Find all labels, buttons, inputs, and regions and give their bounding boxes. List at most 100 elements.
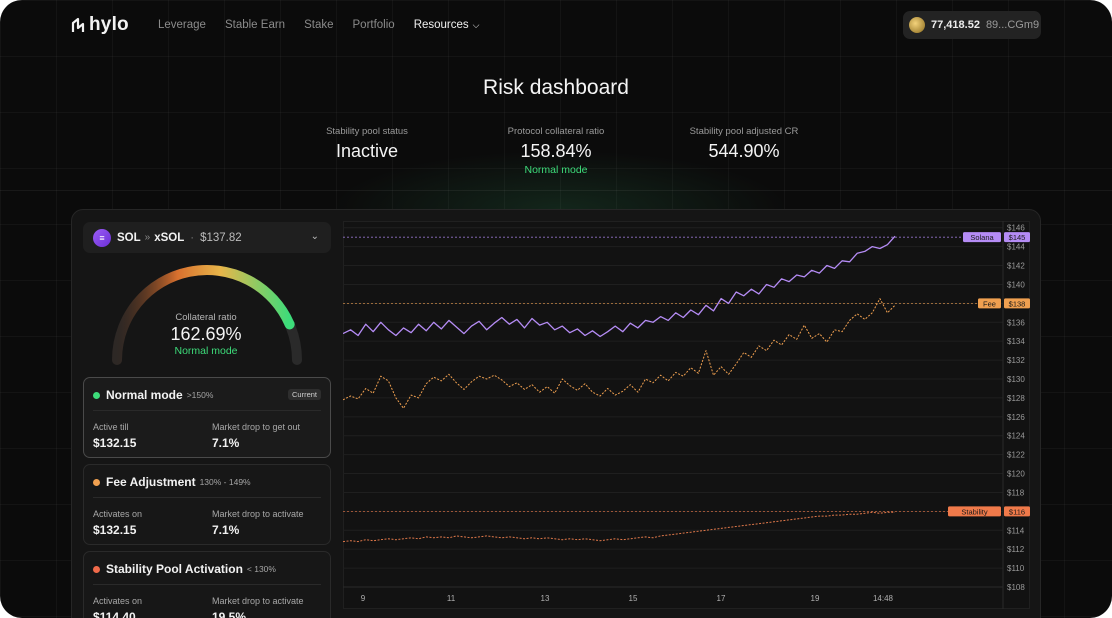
y-tick-label: $132 xyxy=(1007,356,1025,365)
mode-left-value: $132.15 xyxy=(93,523,137,537)
main-nav: Leverage Stable Earn Stake Portfolio Res… xyxy=(158,19,498,31)
mode-card-header: Normal mode >150% xyxy=(93,388,213,402)
stat-label: Protocol collateral ratio xyxy=(507,126,605,137)
status-dot-icon xyxy=(93,391,100,399)
y-tick-label: $118 xyxy=(1007,488,1025,497)
mode-right-label: Market drop to activate xyxy=(212,596,304,606)
mode-range: < 130% xyxy=(246,564,276,574)
mode-range: >150% xyxy=(186,390,214,400)
reference-value-tag xyxy=(1004,298,1030,309)
mode-card-header: Fee Adjustment 130% - 149% xyxy=(93,475,251,489)
reference-value-label: $138 xyxy=(1009,299,1026,308)
status-dot-icon xyxy=(93,478,100,486)
y-tick-label: $130 xyxy=(1007,375,1025,384)
gauge-knob xyxy=(284,319,295,330)
mode-right-label: Market drop to activate xyxy=(212,509,304,519)
stat-value: 158.84% xyxy=(520,141,592,161)
y-tick-label: $144 xyxy=(1007,243,1025,252)
price-chart[interactable]: $146 $144 $142 $140 $138 $136 $134 $132 $130 $128… xyxy=(343,221,1030,609)
reference-name-tag xyxy=(963,232,1001,243)
current-badge: Current xyxy=(287,389,321,400)
page-title: Risk dashboard xyxy=(483,76,629,99)
wallet-balance: 77,418.52 xyxy=(931,19,980,31)
divider xyxy=(93,410,321,411)
asset-selector[interactable]: ≡ SOL » xSOL · $137.82 ⌄ xyxy=(83,222,331,253)
wallet-button[interactable]: 77,418.52 89...CGm9 xyxy=(903,11,1041,39)
stat-protocol-cr: Protocol collateral ratio 158.84% Normal… xyxy=(456,126,656,176)
logo[interactable]: hylo xyxy=(71,14,129,36)
mode-card-fee-adjustment[interactable]: Fee Adjustment 130% - 149% Activates on … xyxy=(83,464,331,545)
stat-value: Inactive xyxy=(335,141,399,161)
reference-value-tag xyxy=(1004,232,1030,243)
collateral-gauge xyxy=(112,265,302,365)
reference-value-label: $116 xyxy=(1009,507,1025,516)
hero-glow xyxy=(330,150,790,210)
token-separator: » xyxy=(144,232,151,243)
reference-name-tag xyxy=(978,298,1001,309)
y-tick-label: $114 xyxy=(1007,526,1025,535)
x-tick-label: 15 xyxy=(629,594,638,603)
mode-left-value: $114.40 xyxy=(93,610,136,618)
reference-value-label: $145 xyxy=(1009,233,1026,242)
series-line-fee xyxy=(343,298,896,409)
reference-name-tag xyxy=(948,506,1001,517)
mode-title: Normal mode xyxy=(106,388,183,402)
logo-mark-icon xyxy=(71,17,85,32)
solana-token-icon: ≡ xyxy=(93,228,111,247)
reference-name-label: Solana xyxy=(970,233,994,242)
stat-label: Stability pool adjusted CR xyxy=(689,126,799,137)
nav-resources-label: Resources xyxy=(413,19,469,31)
y-tick-label: $134 xyxy=(1007,337,1025,346)
mode-title: Stability Pool Activation xyxy=(106,562,243,576)
derived-token-symbol: xSOL xyxy=(154,231,185,244)
reference-value-tag xyxy=(1004,506,1030,517)
logo-text: hylo xyxy=(89,14,129,35)
mode-card-normal[interactable]: Normal mode >150% Current Active till $1… xyxy=(83,377,331,458)
mode-right-value: 7.1% xyxy=(212,436,240,450)
y-tick-label: $120 xyxy=(1007,470,1025,479)
price-chart-area xyxy=(343,221,1030,609)
y-tick-label: $112 xyxy=(1007,545,1025,554)
nav-portfolio[interactable]: Portfolio xyxy=(352,19,395,31)
reference-name-label: Stability xyxy=(961,507,988,516)
x-tick-label: 9 xyxy=(361,594,366,603)
y-tick-label: $136 xyxy=(1007,318,1025,327)
mode-left-value: $132.15 xyxy=(93,436,137,450)
token-symbol: SOL xyxy=(117,231,141,244)
y-tick-label: $140 xyxy=(1007,280,1025,289)
hero-divider xyxy=(0,190,1112,191)
stat-adjusted-cr: Stability pool adjusted CR 544.90% xyxy=(644,126,844,162)
nav-resources[interactable]: Resources ⌵ xyxy=(414,19,480,31)
gauge-value: 162.69% xyxy=(170,324,242,344)
stat-stability-pool-status: Stability pool status Inactive xyxy=(267,126,467,162)
divider xyxy=(93,584,321,585)
mode-left-label: Active till xyxy=(93,422,129,432)
mode-left-label: Activates on xyxy=(93,596,143,606)
stat-mode: Normal mode xyxy=(524,164,588,176)
x-tick-label: 19 xyxy=(811,594,820,603)
nav-stake[interactable]: Stake xyxy=(304,19,334,31)
y-tick-label: $128 xyxy=(1007,394,1025,403)
chevron-down-icon: ⌵ xyxy=(472,20,480,30)
mode-card-stability-pool[interactable]: Stability Pool Activation < 130% Activat… xyxy=(83,551,331,618)
mode-right-value: 7.1% xyxy=(212,523,240,537)
chevron-down-icon: ⌄ xyxy=(310,231,319,242)
stat-value: 544.90% xyxy=(708,141,780,161)
series-line-solana xyxy=(343,235,896,338)
gauge-label: Collateral ratio xyxy=(175,312,237,323)
mode-card-header: Stability Pool Activation < 130% xyxy=(93,562,276,576)
mode-right-label: Market drop to get out xyxy=(212,422,301,432)
nav-leverage[interactable]: Leverage xyxy=(158,19,206,31)
token-price: $137.82 xyxy=(200,231,242,244)
x-tick-label: 13 xyxy=(541,594,550,603)
series-line-stability xyxy=(343,511,895,543)
nav-stable-earn[interactable]: Stable Earn xyxy=(224,19,286,31)
x-tick-label: 14:48 xyxy=(873,594,894,603)
wallet-avatar-icon xyxy=(909,17,925,33)
divider xyxy=(93,497,321,498)
mode-left-label: Activates on xyxy=(93,509,143,519)
reference-name-label: Fee xyxy=(983,299,996,308)
y-tick-label: $142 xyxy=(1007,262,1025,271)
y-tick-label: $108 xyxy=(1007,583,1025,592)
